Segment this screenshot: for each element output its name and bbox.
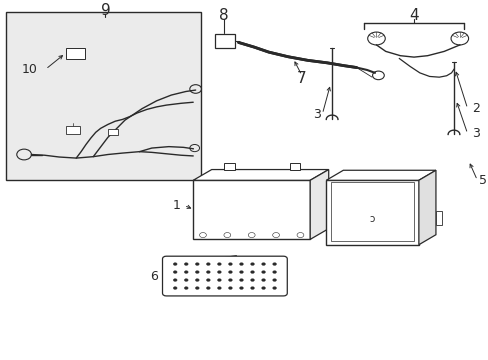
Circle shape: [206, 279, 210, 282]
Circle shape: [261, 287, 265, 289]
Circle shape: [272, 263, 276, 265]
Bar: [289, 163, 300, 170]
Circle shape: [250, 279, 254, 282]
Circle shape: [250, 287, 254, 289]
Circle shape: [217, 279, 221, 282]
Polygon shape: [418, 170, 435, 245]
Text: 9: 9: [101, 3, 110, 18]
Circle shape: [239, 287, 243, 289]
Circle shape: [184, 279, 188, 282]
Polygon shape: [309, 170, 328, 239]
Circle shape: [173, 271, 177, 274]
Circle shape: [173, 263, 177, 265]
Circle shape: [195, 271, 199, 274]
Circle shape: [272, 279, 276, 282]
Text: 8: 8: [219, 8, 228, 23]
Text: 2: 2: [471, 102, 479, 115]
Text: 6: 6: [150, 270, 158, 283]
Bar: [435, 211, 441, 225]
Bar: [193, 180, 309, 239]
Bar: [325, 180, 418, 245]
Circle shape: [206, 271, 210, 274]
Circle shape: [206, 287, 210, 289]
FancyBboxPatch shape: [162, 256, 286, 296]
Circle shape: [217, 287, 221, 289]
Text: 4: 4: [408, 8, 418, 23]
Circle shape: [261, 279, 265, 282]
Circle shape: [261, 263, 265, 265]
Text: 3: 3: [312, 108, 320, 121]
Circle shape: [195, 287, 199, 289]
Polygon shape: [325, 170, 435, 180]
Circle shape: [195, 279, 199, 282]
Circle shape: [195, 263, 199, 265]
Bar: [5, 12, 200, 180]
Text: 1: 1: [172, 199, 180, 212]
Circle shape: [184, 271, 188, 274]
Circle shape: [250, 271, 254, 274]
Bar: [66, 48, 85, 59]
Circle shape: [228, 279, 232, 282]
Circle shape: [217, 263, 221, 265]
Bar: [330, 182, 413, 241]
Text: 3: 3: [471, 127, 479, 140]
Circle shape: [228, 287, 232, 289]
Bar: [224, 163, 234, 170]
Circle shape: [173, 287, 177, 289]
Text: 10: 10: [22, 63, 38, 76]
Bar: [66, 126, 80, 134]
Bar: [108, 130, 118, 135]
Circle shape: [272, 287, 276, 289]
Text: 5: 5: [478, 174, 486, 187]
Text: 7: 7: [297, 71, 306, 86]
Circle shape: [217, 271, 221, 274]
Circle shape: [272, 271, 276, 274]
Circle shape: [239, 263, 243, 265]
Circle shape: [228, 271, 232, 274]
Circle shape: [239, 271, 243, 274]
Circle shape: [228, 263, 232, 265]
Circle shape: [250, 263, 254, 265]
Circle shape: [261, 271, 265, 274]
Circle shape: [184, 263, 188, 265]
Circle shape: [239, 279, 243, 282]
Circle shape: [184, 287, 188, 289]
Text: ɔ: ɔ: [369, 214, 374, 224]
Polygon shape: [193, 170, 328, 180]
Bar: [215, 34, 234, 48]
Circle shape: [206, 263, 210, 265]
Circle shape: [173, 279, 177, 282]
